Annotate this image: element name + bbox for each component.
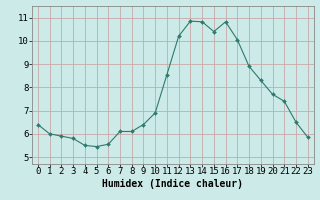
X-axis label: Humidex (Indice chaleur): Humidex (Indice chaleur)	[102, 179, 243, 189]
